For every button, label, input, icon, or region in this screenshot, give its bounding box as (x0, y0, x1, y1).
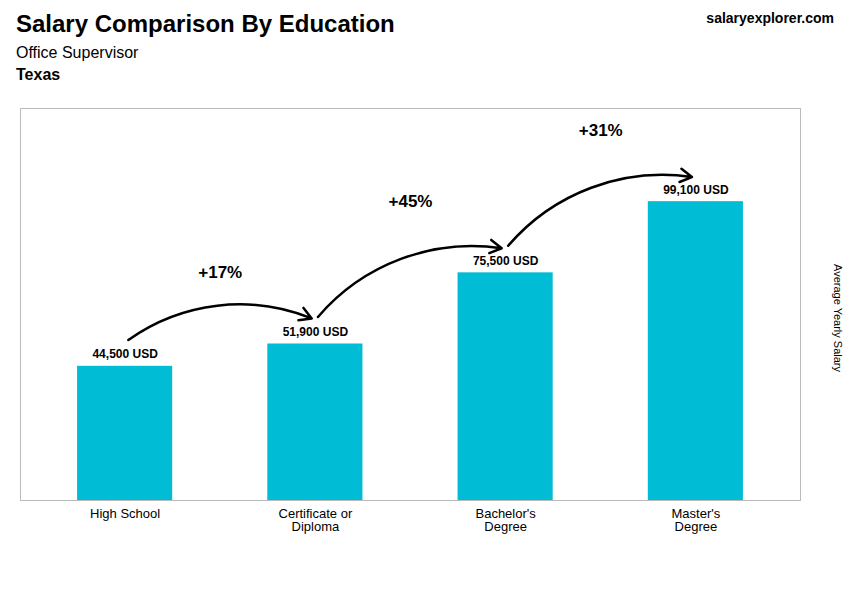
svg-text:Master'sDegree: Master'sDegree (672, 506, 721, 534)
svg-text:+17%: +17% (198, 263, 242, 282)
svg-text:99,100 USD: 99,100 USD (663, 183, 729, 197)
svg-text:Bachelor'sDegree: Bachelor'sDegree (475, 506, 536, 534)
svg-text:51,900 USD: 51,900 USD (283, 325, 349, 339)
svg-text:+45%: +45% (389, 192, 433, 211)
html-text:Texas: Texas (16, 66, 61, 83)
html-text:Average Yearly Salary: Average Yearly Salary (832, 264, 844, 372)
svg-text:75,500 USD: 75,500 USD (473, 254, 539, 268)
svg-text:+31%: +31% (579, 121, 623, 140)
svg-text:44,500 USD: 44,500 USD (92, 347, 158, 361)
svg-text:Certificate orDiploma: Certificate orDiploma (279, 506, 353, 534)
svg-text:High School: High School (90, 506, 160, 521)
html-text:Office Supervisor: Office Supervisor (16, 44, 139, 61)
html-text:Salary Comparison By Education: Salary Comparison By Education (16, 10, 395, 37)
html-text:salaryexplorer.com: salaryexplorer.com (706, 10, 834, 26)
